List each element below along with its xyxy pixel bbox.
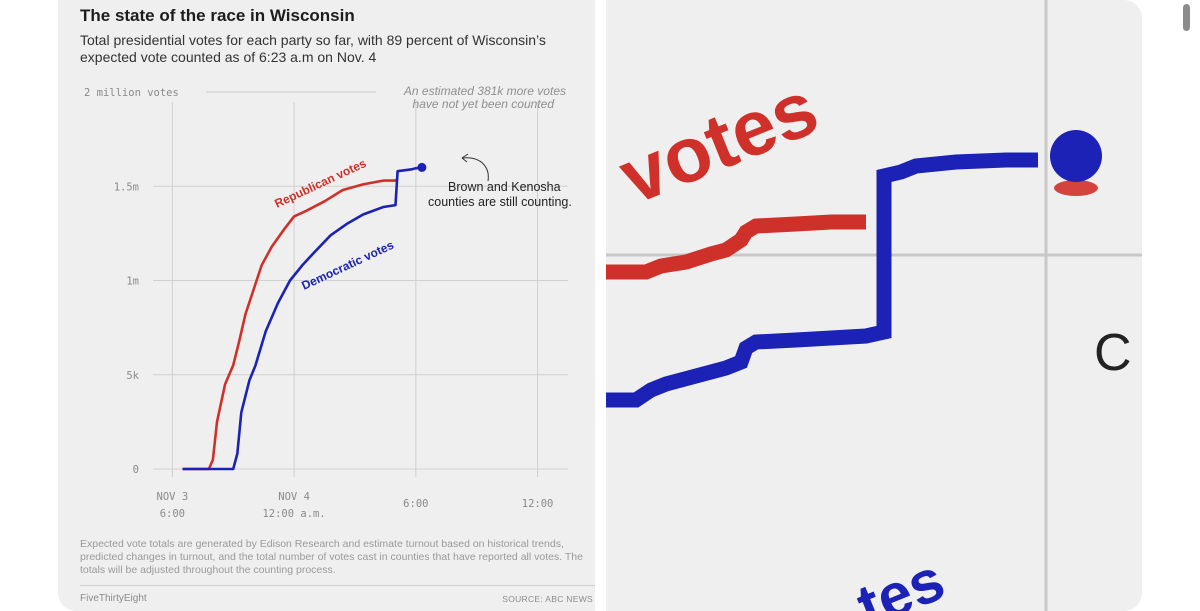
y-tick-label: 1m — [126, 276, 139, 288]
scrollbar-thumb[interactable] — [1183, 4, 1190, 31]
counting-arrow-icon — [461, 157, 489, 182]
x-tick-label: 12:00 — [522, 498, 554, 510]
y-tick-label: 2 million votes — [84, 87, 179, 99]
chart-subtitle: Total presidential votes for each party … — [80, 32, 546, 65]
zoomed-chart-detail: votes C tes — [606, 0, 1142, 611]
counting-note-line2: counties are still counting. — [428, 195, 572, 209]
publisher-credit: FiveThirtyEight — [80, 593, 147, 604]
zoomed-detail-panel: votes C tes — [606, 0, 1142, 611]
chart-title: The state of the race in Wisconsin — [80, 6, 355, 25]
x-tick-label: 6:00 — [160, 508, 185, 520]
zoom-cropped-annotation-fragment: C — [1094, 324, 1132, 382]
remaining-votes-note-line1: An estimated 381k more votes — [403, 84, 566, 98]
footer-divider — [80, 585, 595, 586]
y-tick-label: 0 — [133, 464, 139, 476]
zoom-democratic-endpoint — [1050, 130, 1102, 182]
zoom-democratic-label-fragment: tes — [848, 545, 954, 611]
counting-arrowhead-icon — [461, 153, 469, 163]
chart-panel: The state of the race in Wisconsin Total… — [58, 0, 595, 611]
remaining-votes-note-line2: have not yet been counted — [413, 97, 555, 111]
counting-note-line1: Brown and Kenosha — [448, 180, 561, 194]
methodology-note: Expected vote totals are generated by Ed… — [80, 538, 583, 576]
y-tick-label: 1.5m — [114, 181, 139, 193]
x-tick-label: NOV 4 — [278, 491, 310, 503]
y-tick-label: 5k — [126, 370, 139, 382]
democratic-votes-line — [182, 166, 423, 471]
zoom-republican-label-fragment: votes — [607, 63, 829, 221]
line-chart: 0 5k 1m 1.5m 2 million votes NOV 3 6:00 NOV 4 12… — [84, 84, 572, 520]
x-tick-label: 6:00 — [403, 498, 428, 510]
republican-votes-line — [182, 177, 399, 471]
democratic-endpoint-dot — [417, 162, 427, 172]
zoom-republican-endpoint-shadow — [1054, 180, 1098, 196]
democratic-series-label: Democratic votes — [299, 238, 396, 293]
zoom-republican-line — [606, 214, 866, 280]
zoom-democratic-line — [606, 152, 1038, 408]
x-tick-label: 12:00 a.m. — [262, 508, 325, 520]
source-credit: SOURCE: ABC NEWS — [502, 594, 593, 604]
x-tick-label: NOV 3 — [157, 491, 189, 503]
